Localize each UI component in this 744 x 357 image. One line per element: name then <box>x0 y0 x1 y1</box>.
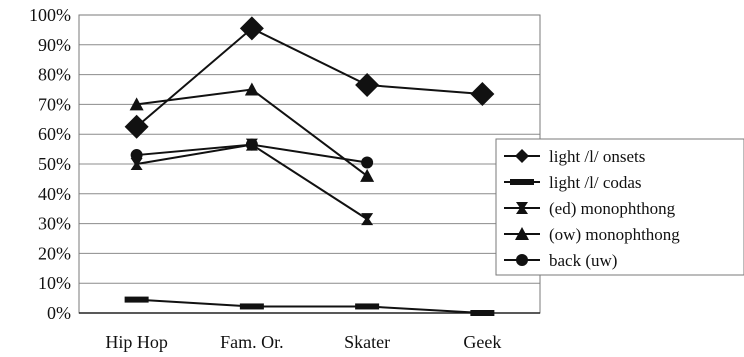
data-point <box>245 138 258 151</box>
legend-marker <box>516 254 528 266</box>
data-point <box>239 16 264 41</box>
x-tick-label: Hip Hop <box>105 332 168 352</box>
series-1 <box>124 16 495 139</box>
series-line <box>135 27 483 128</box>
data-point <box>470 310 495 316</box>
y-tick-label: 90% <box>38 35 71 55</box>
legend-label: (ow) monophthong <box>549 225 680 244</box>
legend-marker <box>510 179 534 185</box>
data-point <box>244 82 259 96</box>
legend-item: light /l/ codas <box>504 173 642 192</box>
legend-item: (ow) monophthong <box>504 225 680 244</box>
series-line <box>136 298 483 314</box>
data-point <box>470 81 495 106</box>
series-line <box>136 143 368 220</box>
x-axis: Hip Hop Fam. Or. Skater Geek <box>79 312 540 352</box>
data-point <box>124 114 149 139</box>
data-point <box>239 303 264 310</box>
x-tick-label: Skater <box>344 332 390 352</box>
legend-item: (ed) monophthong <box>504 199 676 218</box>
y-tick-label: 0% <box>47 303 71 323</box>
series-4 <box>129 82 375 182</box>
series-line <box>136 88 368 177</box>
data-point <box>361 213 374 226</box>
y-tick-label: 20% <box>38 243 71 263</box>
data-point <box>129 97 144 111</box>
y-tick-label: 70% <box>38 94 71 114</box>
data-point <box>361 156 374 169</box>
legend-item: light /l/ onsets <box>504 147 645 166</box>
data-point <box>130 158 143 170</box>
data-point <box>355 303 380 310</box>
gridlines <box>78 14 541 314</box>
legend-marker <box>515 227 529 240</box>
legend-label: light /l/ onsets <box>549 147 645 166</box>
y-tick-label: 60% <box>38 124 71 144</box>
series-2 <box>124 296 495 316</box>
legend: light /l/ onsets light /l/ codas (ed) mono… <box>495 138 744 276</box>
x-tick-label: Geek <box>463 332 501 352</box>
series-5 <box>130 138 374 169</box>
legend-label: (ed) monophthong <box>549 199 676 218</box>
y-tick-label: 80% <box>38 65 71 85</box>
series-lines <box>124 16 495 316</box>
legend-label: light /l/ codas <box>549 173 642 192</box>
data-point <box>360 168 375 182</box>
legend-marker <box>515 149 529 163</box>
legend-marker <box>516 202 528 214</box>
data-point <box>355 73 380 98</box>
y-axis: 0% 10% 20% 30% 40% 50% 60% 70% 80% 90% 100% <box>29 5 71 323</box>
y-tick-label: 40% <box>38 184 71 204</box>
y-tick-label: 10% <box>38 273 71 293</box>
y-tick-label: 50% <box>38 154 71 174</box>
legend-item: back (uw) <box>504 251 617 270</box>
data-point <box>130 149 143 162</box>
y-tick-label: 30% <box>38 214 71 234</box>
legend-label: back (uw) <box>549 251 617 270</box>
data-point <box>124 296 149 303</box>
x-tick-label: Fam. Or. <box>220 332 284 352</box>
y-tick-label: 100% <box>29 5 71 25</box>
